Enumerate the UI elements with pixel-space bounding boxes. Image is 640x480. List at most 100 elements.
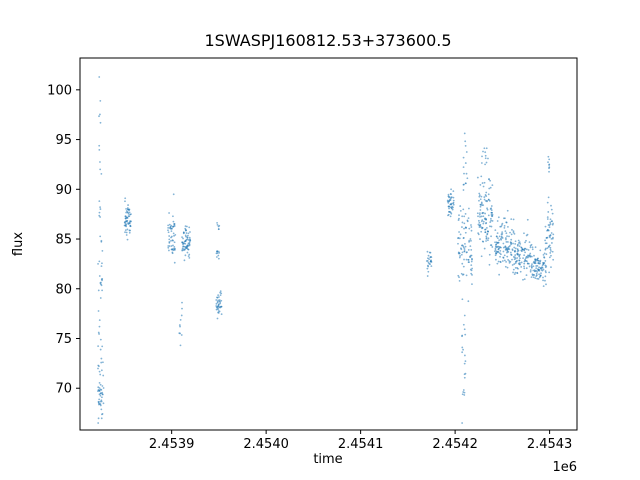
data-point xyxy=(172,239,174,242)
data-point xyxy=(173,245,176,248)
data-point xyxy=(101,279,103,282)
data-point xyxy=(216,250,218,253)
data-point xyxy=(471,257,473,260)
data-point xyxy=(547,211,550,213)
data-point xyxy=(500,235,503,238)
data-point xyxy=(520,266,523,268)
data-point xyxy=(179,332,182,335)
data-point xyxy=(506,241,509,243)
data-point xyxy=(457,219,460,221)
data-point xyxy=(479,238,481,240)
data-point xyxy=(174,247,176,250)
data-point xyxy=(524,241,526,244)
data-point xyxy=(550,204,552,207)
data-point xyxy=(518,245,521,248)
data-point xyxy=(462,323,465,326)
data-point xyxy=(99,392,102,395)
data-point xyxy=(189,239,192,242)
data-point xyxy=(549,252,552,254)
data-point xyxy=(480,230,483,233)
data-point xyxy=(427,265,430,268)
data-point xyxy=(99,383,102,386)
data-point xyxy=(509,241,512,244)
y-tick-label: 85 xyxy=(55,233,72,248)
data-point xyxy=(469,245,472,248)
data-point xyxy=(100,240,103,243)
data-point xyxy=(186,236,189,239)
data-point xyxy=(516,250,519,253)
data-point xyxy=(501,260,504,262)
data-point xyxy=(180,334,183,336)
data-point xyxy=(98,325,101,328)
data-point xyxy=(458,231,460,233)
data-point xyxy=(220,292,223,295)
data-point xyxy=(463,314,466,317)
data-point xyxy=(180,314,183,317)
data-point xyxy=(186,244,189,247)
data-point xyxy=(544,275,547,278)
data-point xyxy=(480,201,483,204)
data-point xyxy=(551,212,554,215)
data-point xyxy=(179,344,182,347)
data-point xyxy=(509,231,511,234)
data-point xyxy=(538,266,540,269)
data-point xyxy=(498,273,501,276)
data-point xyxy=(101,289,103,292)
data-point xyxy=(97,289,100,292)
data-point xyxy=(531,248,534,251)
data-point xyxy=(469,256,472,258)
x-tick-label: 2.4541 xyxy=(338,437,384,452)
data-point xyxy=(516,267,519,269)
data-point xyxy=(524,258,527,261)
data-point xyxy=(126,208,129,211)
data-point xyxy=(498,252,501,255)
data-point xyxy=(461,221,464,224)
data-point xyxy=(539,249,542,252)
data-point xyxy=(546,229,548,232)
data-point xyxy=(101,345,104,348)
data-point xyxy=(505,232,508,235)
data-point xyxy=(219,290,222,293)
x-axis-label: time xyxy=(313,452,342,467)
data-point xyxy=(520,250,523,253)
data-point xyxy=(462,208,465,211)
data-point xyxy=(167,246,170,249)
data-point xyxy=(128,231,131,234)
data-point xyxy=(457,242,459,245)
data-point xyxy=(186,251,189,254)
data-point xyxy=(552,222,554,225)
data-point xyxy=(220,299,223,302)
data-point xyxy=(461,393,464,396)
data-point xyxy=(462,246,465,249)
data-point xyxy=(489,221,492,223)
data-point xyxy=(173,241,176,244)
data-point xyxy=(480,162,483,164)
data-point xyxy=(523,254,526,257)
data-point xyxy=(102,402,105,405)
data-point xyxy=(507,246,509,249)
data-point xyxy=(527,255,530,258)
data-point xyxy=(187,255,190,257)
data-point xyxy=(458,256,461,259)
data-point xyxy=(469,268,472,271)
data-point xyxy=(188,253,191,256)
data-point xyxy=(469,254,472,257)
data-point xyxy=(521,248,524,251)
data-point xyxy=(525,256,528,258)
data-point xyxy=(170,245,173,247)
data-point xyxy=(489,208,492,210)
data-point xyxy=(485,227,488,229)
data-point xyxy=(512,231,515,234)
data-point xyxy=(491,184,494,187)
data-point xyxy=(171,227,173,230)
data-point xyxy=(528,241,531,243)
data-point xyxy=(480,255,483,258)
data-point xyxy=(514,250,516,253)
data-point xyxy=(125,211,128,214)
data-point xyxy=(543,252,546,255)
data-point xyxy=(468,207,470,210)
data-point xyxy=(532,265,535,268)
data-point xyxy=(526,233,529,236)
data-point xyxy=(218,296,220,298)
